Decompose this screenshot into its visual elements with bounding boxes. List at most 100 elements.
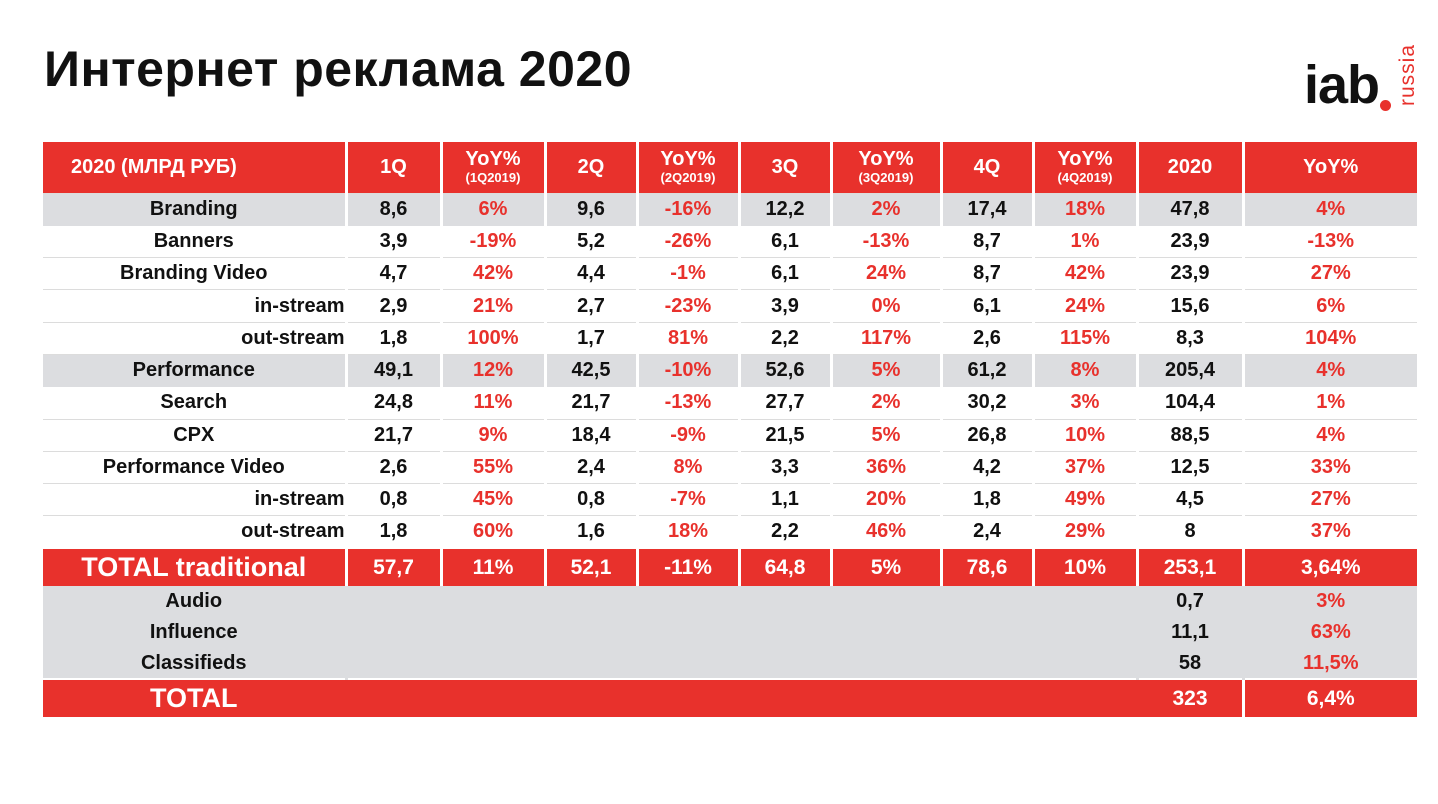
cell-value: 58	[1137, 648, 1245, 680]
cell-value: 205,4	[1137, 354, 1245, 388]
cell-yoy: 63%	[1243, 617, 1417, 649]
total-traditional-row: TOTAL traditional 57,7 11% 52,1 -11% 64,8 5% 78…	[43, 547, 1417, 587]
cell-yoy: 104%	[1243, 322, 1417, 355]
cell-value: 6,1	[739, 225, 833, 259]
header-yoy-1q: YoY% (1Q2019)	[441, 142, 547, 194]
cell-value: 4,2	[941, 451, 1035, 485]
cell-value: 0,8	[346, 483, 443, 517]
cell-value: 12,2	[739, 193, 833, 226]
iab-russia-logo: iab russia	[1300, 20, 1420, 112]
cell-value: 21,5	[739, 419, 833, 452]
cell-yoy: 9%	[441, 419, 547, 452]
cell-value: 8,7	[941, 225, 1035, 259]
cell-yoy: 117%	[831, 322, 943, 355]
cell-value: 3,9	[346, 225, 443, 259]
cell-yoy: 36%	[831, 451, 943, 485]
total-cell: 5%	[831, 547, 943, 587]
cell-value: 8,3	[1137, 322, 1245, 355]
cell-value: 2,4	[941, 515, 1035, 549]
logo-subtext: russia	[1396, 43, 1419, 106]
table-row: Banners 3,9 -19% 5,2 -26% 6,1 -13% 8,7 1% 23,9 -13…	[43, 225, 1417, 259]
cell-yoy: 33%	[1243, 451, 1417, 485]
cell-yoy: 1%	[1033, 225, 1139, 259]
cell-value: 2,6	[941, 322, 1035, 355]
cell-value: 0,7	[1137, 586, 1245, 618]
cell-value: 8,6	[346, 193, 443, 226]
cell-value: 8,7	[941, 257, 1035, 291]
table-row: Branding 8,6 6% 9,6 -16% 12,2 2% 17,4 18% 47,8 4%	[43, 193, 1417, 226]
row-label: Branding	[43, 193, 348, 226]
header-category: 2020 (МЛРД РУБ)	[43, 142, 348, 194]
cell-yoy: -1%	[637, 257, 741, 291]
cell-yoy: 11%	[441, 386, 547, 420]
cell-value: 3,9	[739, 289, 833, 323]
empty-cell	[346, 586, 1139, 618]
cell-yoy: -13%	[1243, 225, 1417, 259]
row-label: Search	[43, 386, 348, 420]
cell-yoy: -13%	[831, 225, 943, 259]
cell-value: 1,8	[346, 322, 443, 355]
row-label: Influence	[43, 617, 348, 649]
row-label: out-stream	[43, 322, 348, 355]
cell-yoy: 46%	[831, 515, 943, 549]
cell-yoy: 100%	[441, 322, 547, 355]
cell-yoy: 0%	[831, 289, 943, 323]
total-cell: 11%	[441, 547, 547, 587]
total-cell: 64,8	[739, 547, 833, 587]
cell-value: 4,5	[1137, 483, 1245, 517]
cell-yoy: 4%	[1243, 419, 1417, 452]
cell-yoy: 24%	[1033, 289, 1139, 323]
table-row: CPX 21,7 9% 18,4 -9% 21,5 5% 26,8 10% 88,5 4%	[43, 419, 1417, 452]
cell-yoy: 18%	[1033, 193, 1139, 226]
cell-value: 11,1	[1137, 617, 1245, 649]
row-label: Performance	[43, 354, 348, 388]
cell-value: 47,8	[1137, 193, 1245, 226]
cell-yoy: 18%	[637, 515, 741, 549]
cell-yoy: 6%	[1243, 289, 1417, 323]
cell-yoy: 8%	[637, 451, 741, 485]
cell-yoy: 5%	[831, 354, 943, 388]
cell-value: 27,7	[739, 386, 833, 420]
page-title: Интернет реклама 2020	[44, 41, 633, 97]
cell-yoy: 2%	[831, 386, 943, 420]
row-label: out-stream	[43, 515, 348, 549]
header-yoy-2q: YoY% (2Q2019)	[637, 142, 741, 194]
logo-dot	[1380, 100, 1391, 111]
table-row: out-stream 1,8 100% 1,7 81% 2,2 117% 2,6 115% 8,3…	[43, 322, 1417, 355]
cell-yoy: 20%	[831, 483, 943, 517]
row-label: CPX	[43, 419, 348, 452]
cell-yoy: -26%	[637, 225, 741, 259]
cell-yoy: 3%	[1033, 386, 1139, 420]
cell-yoy: 6%	[441, 193, 547, 226]
table-row: out-stream 1,8 60% 1,6 18% 2,2 46% 2,4 29% 8 37%	[43, 515, 1417, 549]
table-row: Performance 49,1 12% 42,5 -10% 52,6 5% 61,2 8% 20…	[43, 354, 1417, 388]
cell-value: 17,4	[941, 193, 1035, 226]
header-2q: 2Q	[545, 142, 639, 194]
row-label: Performance Video	[43, 451, 348, 485]
cell-yoy: -19%	[441, 225, 547, 259]
cell-yoy: 8%	[1033, 354, 1139, 388]
cell-value: 88,5	[1137, 419, 1245, 452]
cell-value: 2,9	[346, 289, 443, 323]
total-cell: 78,6	[941, 547, 1035, 587]
cell-yoy: 24%	[831, 257, 943, 291]
cell-yoy: -13%	[637, 386, 741, 420]
cell-value: 8	[1137, 515, 1245, 549]
header-yoy-4q: YoY% (4Q2019)	[1033, 142, 1139, 194]
cell-value: 21,7	[346, 419, 443, 452]
cell-yoy: 55%	[441, 451, 547, 485]
cell-yoy: 42%	[441, 257, 547, 291]
cell-yoy: -10%	[637, 354, 741, 388]
row-label: Branding Video	[43, 257, 348, 291]
cell-value: 26,8	[941, 419, 1035, 452]
total-cell: 52,1	[545, 547, 639, 587]
cell-value: 2,7	[545, 289, 639, 323]
cell-yoy: 42%	[1033, 257, 1139, 291]
empty-cell	[346, 678, 1139, 718]
table-row: Influence 11,1 63%	[43, 617, 1417, 649]
table-header-row: 2020 (МЛРД РУБ) 1Q YoY% (1Q2019) 2Q YoY%(…	[43, 142, 1417, 194]
cell-value: 1,1	[739, 483, 833, 517]
table-row: Audio 0,7 3%	[43, 586, 1417, 618]
cell-yoy: 37%	[1033, 451, 1139, 485]
cell-value: 2,4	[545, 451, 639, 485]
